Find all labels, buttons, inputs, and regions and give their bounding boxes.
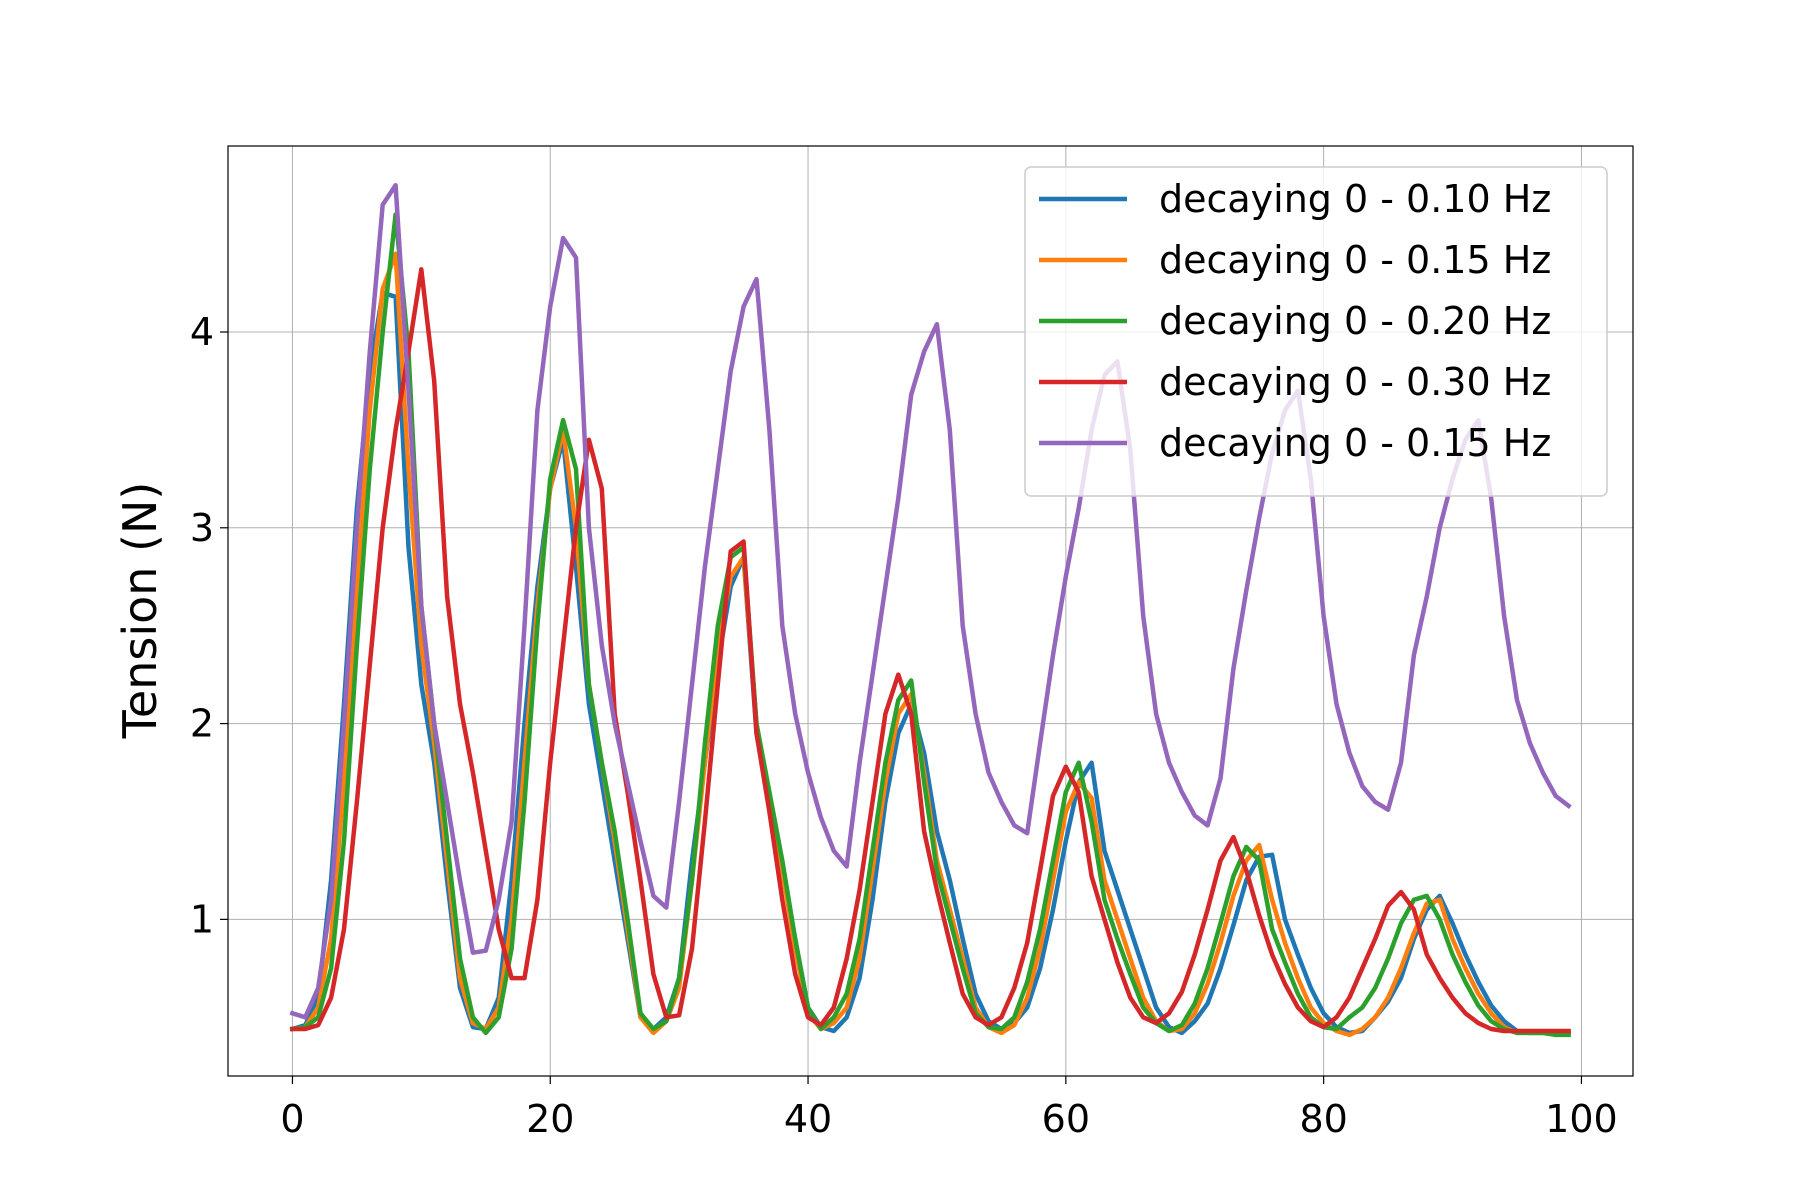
x-tick-label: 20 [526,1097,574,1141]
x-tick-label: 100 [1545,1097,1618,1141]
x-tick-label: 60 [1042,1097,1090,1141]
y-axis-label: Tension (N) [113,482,167,740]
x-axis: 0 20 40 60 80 100 [280,1076,1618,1141]
legend-label: decaying 0 - 0.15 Hz [1159,238,1551,282]
y-tick-label: 4 [190,310,214,354]
y-tick-label: 1 [190,897,214,941]
series-layer [289,182,1572,1038]
legend-box [1024,166,1608,497]
legend-label: decaying 0 - 0.15 Hz [1159,421,1551,465]
series-line-5 [289,182,1572,1020]
plot-frame [227,145,1634,1077]
series-line-4 [290,267,1571,1034]
series-line-3 [289,212,1571,1038]
x-tick-label: 0 [280,1097,304,1141]
y-tick-label: 3 [190,506,214,550]
x-tick-label: 80 [1299,1097,1347,1141]
legend: decaying 0 - 0.10 Hz decaying 0 - 0.15 Hz… [1024,166,1608,497]
legend-label: decaying 0 - 0.30 Hz [1159,360,1551,404]
y-tick-label: 2 [190,702,214,746]
legend-label: decaying 0 - 0.10 Hz [1159,177,1551,221]
x-tick-label: 40 [784,1097,832,1141]
legend-label: decaying 0 - 0.20 Hz [1159,299,1551,343]
y-axis: 1 2 3 4 [190,310,228,941]
